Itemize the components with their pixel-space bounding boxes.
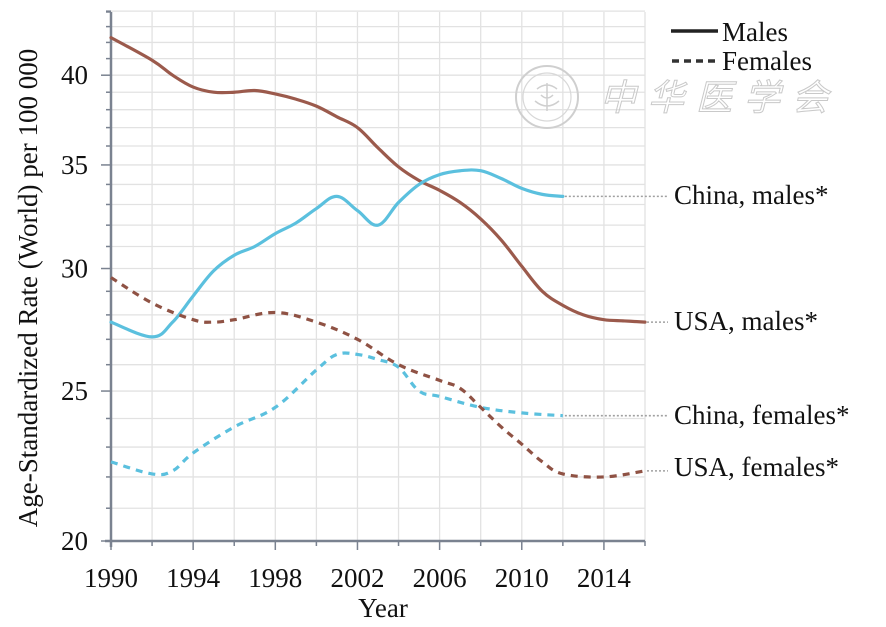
y-tick-label: 20 [61,526,88,556]
x-tick-label: 1990 [84,563,138,593]
seal-logo-icon [515,65,579,129]
series-label-usa-males: USA, males* [674,306,818,336]
series-line-china-males [109,168,565,339]
series-label-china-males: China, males* [674,180,828,210]
x-tick-label: 2006 [413,563,467,593]
x-tick-label: 2014 [577,563,632,593]
series-label-china-females: China, females* [674,400,849,430]
series-label-usa-females: USA, females* [674,452,839,482]
series-line-usa-males [109,36,647,324]
leader-lines [564,195,668,472]
x-axis-title: Year [358,593,408,623]
x-tick-label: 2002 [330,563,384,593]
x-tick-label: 1994 [166,563,221,593]
y-tick-labels: 20 25 30 35 40 [61,60,88,556]
legend-label-females: Females [722,46,812,76]
y-tick-label: 30 [61,254,88,284]
grid [111,10,646,542]
axes [101,10,646,550]
y-tick-label: 35 [61,150,88,180]
series-group [109,36,647,479]
legend: Males Females [671,17,812,76]
x-tick-labels: 1990 1994 1998 2002 2006 2010 2014 [84,563,631,593]
x-tick-label: 2010 [495,563,549,593]
y-tick-label: 25 [61,376,88,406]
y-tick-label: 40 [61,60,88,90]
watermark-text: 中华医学会 [600,78,840,119]
legend-label-males: Males [722,17,788,47]
y-axis-title: Age-Standardized Rate (World) per 100 00… [13,49,43,527]
x-tick-label: 1998 [248,563,302,593]
series-line-china-females [110,351,563,477]
watermark: 中华医学会 [515,65,840,129]
